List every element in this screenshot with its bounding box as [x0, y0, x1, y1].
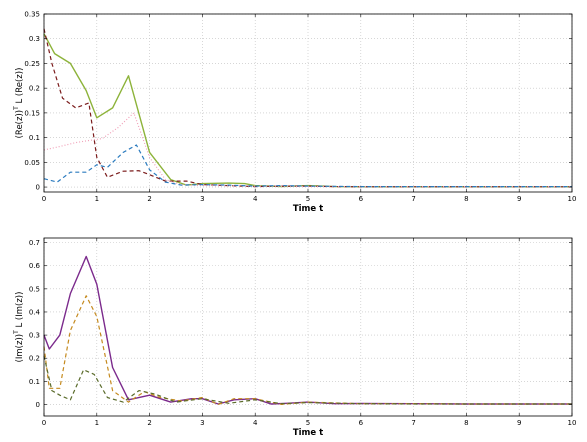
top-chart-panel: 0 1 2 3 4 5 6 7 8 9 10 0 0.05 0.1 0.15 0.2 0.25 0.3 0.35 Ti…: [13, 11, 576, 215]
x-axis-label: Time t: [293, 428, 323, 438]
series-line-1: [43, 255, 572, 405]
x-tick-label: 6: [359, 419, 364, 427]
x-tick-label: 2: [147, 195, 151, 203]
y-tick-label: 0.2: [29, 355, 40, 363]
y-tick-label: 0.4: [29, 308, 41, 316]
x-tick-label: 9: [517, 195, 521, 203]
y-tick-label: 0.7: [29, 239, 40, 247]
x-tick-label: 9: [517, 419, 521, 427]
y-tick-label: 0.35: [24, 11, 40, 19]
x-tick-label: 5: [306, 195, 310, 203]
y-tick-label: 0.1: [29, 134, 40, 142]
y-tick-label: 0: [36, 184, 40, 192]
x-tick-label: 6: [359, 195, 364, 203]
series-line-2: [43, 28, 572, 188]
x-tick-label: 0: [42, 195, 46, 203]
y-tick-label: 0.25: [24, 60, 40, 68]
x-tick-label: 10: [568, 419, 577, 427]
x-tick-label: 8: [464, 419, 468, 427]
x-tick-label: 4: [253, 195, 258, 203]
series-line-4: [43, 144, 572, 188]
y-axis-label: (Im(z))T L (Im(z)): [13, 292, 25, 363]
x-tick-label: 3: [200, 195, 204, 203]
x-tick-label: 0: [42, 419, 46, 427]
x-tick-label: 2: [147, 419, 151, 427]
x-tick-label: 5: [306, 419, 310, 427]
plot-frame: [43, 13, 573, 193]
x-tick-label: 1: [95, 419, 99, 427]
y-tick-label: 0.5: [29, 285, 40, 293]
series-line-3: [43, 355, 572, 405]
series-line-3: [43, 112, 572, 188]
x-tick-label: 3: [200, 419, 204, 427]
x-tick-label: 7: [411, 195, 415, 203]
y-tick-label: 0: [36, 401, 40, 409]
y-tick-label: 0.3: [29, 35, 40, 43]
x-tick-label: 4: [253, 419, 258, 427]
y-axis-label: (Re(z))T L (Re(z)): [13, 68, 25, 139]
x-tick-label: 8: [464, 195, 468, 203]
y-tick-label: 0.3: [29, 332, 40, 340]
x-tick-label: 7: [411, 419, 415, 427]
x-axis-label: Time t: [293, 204, 323, 214]
y-tick-label: 0.1: [29, 378, 40, 386]
x-tick-label: 10: [568, 195, 577, 203]
y-tick-label: 0.05: [24, 159, 40, 167]
y-tick-label: 0.2: [29, 85, 40, 93]
y-tick-label: 0.6: [29, 262, 41, 270]
y-tick-label: 0.15: [24, 109, 40, 117]
bottom-chart-panel: 0 1 2 3 4 5 6 7 8 9 10 0 0.1 0.2 0.3 0.4 0.5 0.6 0.7 Time t…: [13, 237, 577, 438]
x-tick-label: 1: [95, 195, 99, 203]
